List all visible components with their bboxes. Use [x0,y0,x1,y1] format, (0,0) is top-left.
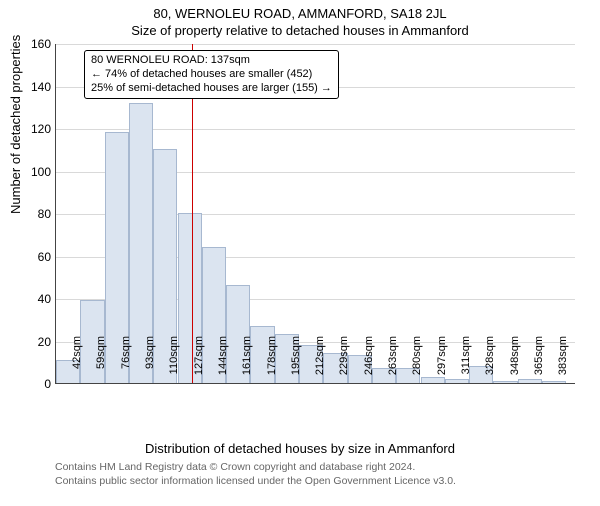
page-title: 80, WERNOLEU ROAD, AMMANFORD, SA18 2JL [0,6,600,21]
plot-area: 80 WERNOLEU ROAD: 137sqm ← 74% of detach… [55,44,575,384]
x-tick-label: 328sqm [484,336,496,386]
x-tick-label: 229sqm [338,336,350,386]
y-tick-label: 0 [11,377,51,391]
y-tick-label: 100 [11,165,51,179]
x-tick-label: 263sqm [387,336,399,386]
info-line: ← 74% of detached houses are smaller (45… [91,68,332,82]
x-axis-label: Distribution of detached houses by size … [0,441,600,456]
info-line: 80 WERNOLEU ROAD: 137sqm [91,54,332,68]
x-tick-label: 110sqm [168,336,180,386]
info-box: 80 WERNOLEU ROAD: 137sqm ← 74% of detach… [84,50,339,99]
y-tick-label: 40 [11,292,51,306]
chart-area: Number of detached properties 80 WERNOLE… [0,44,600,444]
credits-line: Contains HM Land Registry data © Crown c… [55,461,456,475]
page-subtitle: Size of property relative to detached ho… [0,23,600,38]
x-tick-label: 311sqm [460,336,472,386]
info-line: 25% of semi-detached houses are larger (… [91,82,332,96]
x-tick-label: 348sqm [509,336,521,386]
x-tick-label: 178sqm [266,336,278,386]
x-tick-label: 212sqm [314,336,326,386]
x-tick-label: 280sqm [411,336,423,386]
credits-line: Contains public sector information licen… [55,475,456,489]
y-tick-label: 60 [11,250,51,264]
x-tick-label: 195sqm [290,336,302,386]
x-tick-label: 144sqm [217,336,229,386]
x-tick-label: 59sqm [95,336,107,386]
x-tick-label: 127sqm [193,336,205,386]
credits: Contains HM Land Registry data © Crown c… [55,461,456,488]
x-tick-label: 246sqm [363,336,375,386]
grid-line [56,44,575,45]
y-tick-label: 120 [11,122,51,136]
x-tick-label: 383sqm [557,336,569,386]
x-tick-label: 297sqm [436,336,448,386]
x-tick-label: 161sqm [241,336,253,386]
x-tick-label: 365sqm [533,336,545,386]
y-tick-label: 160 [11,37,51,51]
y-tick-label: 20 [11,335,51,349]
x-tick-label: 76sqm [120,336,132,386]
y-tick-label: 140 [11,80,51,94]
x-tick-label: 42sqm [71,336,83,386]
x-tick-label: 93sqm [144,336,156,386]
y-tick-label: 80 [11,207,51,221]
